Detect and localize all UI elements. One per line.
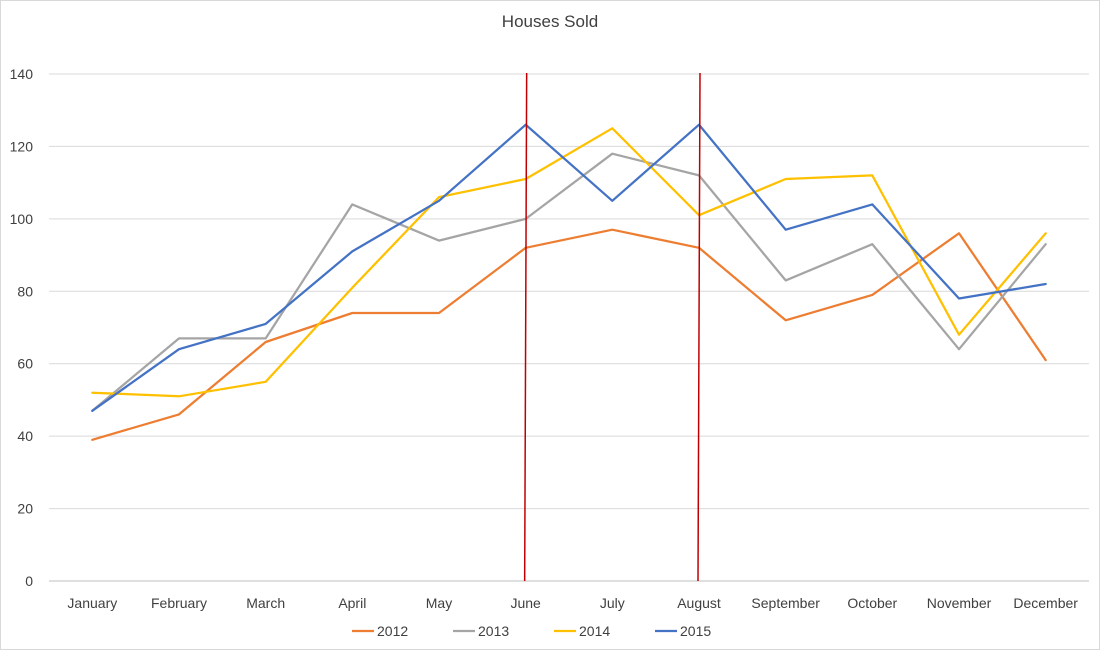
x-tick-label: December [1013, 595, 1078, 611]
legend-item-2012: 2012 [352, 623, 408, 639]
x-tick-label: October [847, 595, 897, 611]
y-tick-label: 40 [17, 428, 33, 444]
y-tick-label: 20 [17, 501, 33, 517]
legend-item-2015: 2015 [655, 623, 711, 639]
x-tick-label: March [246, 595, 285, 611]
y-tick-label: 140 [10, 66, 34, 82]
x-tick-label: November [927, 595, 992, 611]
gridlines [49, 73, 1089, 510]
x-tick-label: April [338, 595, 366, 611]
series-line-2012 [91, 228, 1047, 441]
x-tick-label: July [600, 595, 625, 611]
y-tick-label: 120 [10, 138, 34, 154]
legend-label: 2012 [377, 623, 408, 639]
series-lines [91, 123, 1047, 441]
x-tick-label: February [151, 595, 207, 611]
x-tick-label: January [67, 595, 117, 611]
x-tick-label: September [751, 595, 820, 611]
legend-label: 2015 [680, 623, 711, 639]
legend: 2012 2013 2014 2015 [352, 623, 711, 639]
vertical-marker-august [697, 72, 701, 582]
annotation-lines [523, 72, 701, 582]
chart-title: Houses Sold [502, 12, 598, 31]
vertical-marker-june [523, 72, 528, 582]
series-line-2015 [91, 123, 1047, 412]
legend-label: 2014 [579, 623, 610, 639]
legend-item-2013: 2013 [453, 623, 509, 639]
axes: 0 20 40 60 80 100 120 140 January February March Ap… [10, 66, 1089, 611]
y-tick-label: 0 [25, 573, 33, 589]
y-tick-label: 100 [10, 211, 34, 227]
series-line-2013 [91, 152, 1047, 412]
series-line-2014 [91, 127, 1047, 398]
legend-item-2014: 2014 [554, 623, 610, 639]
x-tick-label: August [677, 595, 721, 611]
y-tick-label: 60 [17, 356, 33, 372]
y-tick-label: 80 [17, 283, 33, 299]
x-tick-label: June [510, 595, 541, 611]
x-tick-label: May [426, 595, 452, 611]
legend-label: 2013 [478, 623, 509, 639]
